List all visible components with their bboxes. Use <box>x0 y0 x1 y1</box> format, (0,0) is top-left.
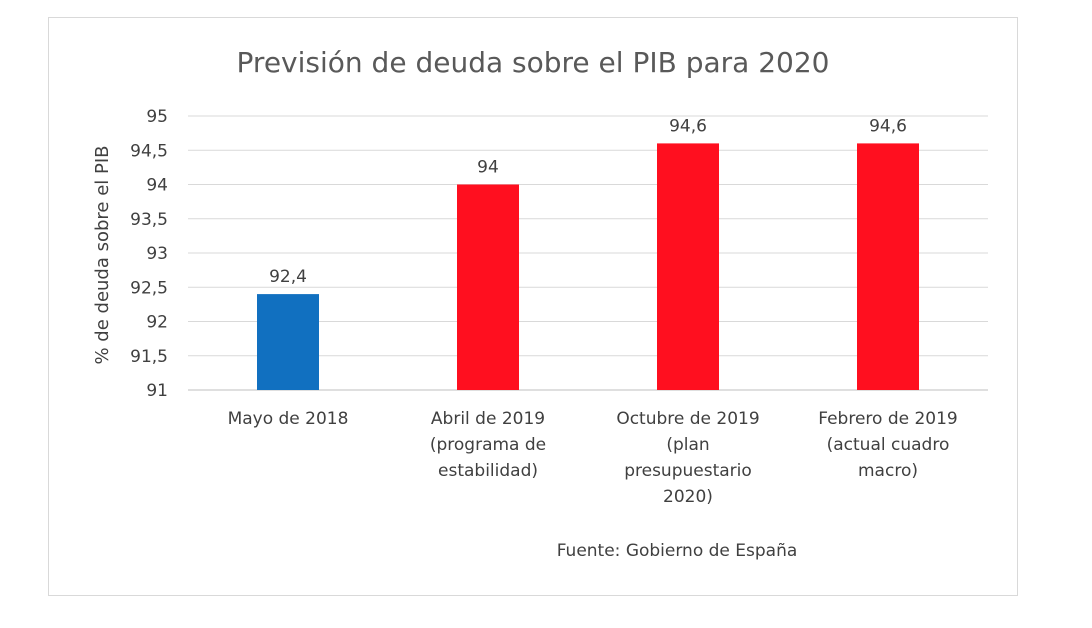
data-label-3: 94,6 <box>669 116 707 136</box>
x-axis-labels: Mayo de 2018 Abril de 2019 (programa de est… <box>228 409 958 507</box>
y-tick-label: 94,5 <box>130 141 168 161</box>
x-tick-label-line: (actual cuadro <box>827 435 950 455</box>
data-label-4: 94,6 <box>869 116 907 136</box>
x-tick-label-1: Mayo de 2018 <box>228 409 349 429</box>
x-tick-label-line: (programa de <box>430 435 546 455</box>
y-tick-label: 94 <box>146 176 168 196</box>
x-tick-label-line: presupuestario <box>624 461 752 481</box>
y-axis-label: % de deuda sobre el PIB <box>92 145 113 364</box>
chart-title: Previsión de deuda sobre el PIB para 202… <box>237 46 830 79</box>
y-tick-label: 92,5 <box>130 278 168 298</box>
x-tick-label-3: Octubre de 2019 (plan presupuestario 2020) <box>616 409 759 507</box>
bar-1 <box>257 294 319 390</box>
x-tick-label-line: Abril de 2019 <box>431 409 545 429</box>
x-tick-label-line: Mayo de 2018 <box>228 409 349 429</box>
bar-3 <box>657 143 719 390</box>
x-tick-label-2: Abril de 2019 (programa de estabilidad) <box>430 409 546 481</box>
data-label-1: 92,4 <box>269 267 307 287</box>
y-tick-label: 93,5 <box>130 210 168 230</box>
x-tick-label-line: Octubre de 2019 <box>616 409 759 429</box>
x-tick-label-line: Febrero de 2019 <box>818 409 958 429</box>
bar-4 <box>857 143 919 390</box>
data-labels: 92,4 94 94,6 94,6 <box>269 116 907 287</box>
x-tick-label-line: (plan <box>666 435 709 455</box>
y-tick-label: 95 <box>146 107 168 127</box>
y-axis-ticks: 91 91,5 92 92,5 93 93,5 94 94,5 95 <box>130 107 168 401</box>
y-tick-label: 92 <box>146 313 168 333</box>
gridlines <box>188 115 988 391</box>
y-tick-label: 91,5 <box>130 347 168 367</box>
x-tick-label-line: macro) <box>858 461 918 481</box>
bar-2 <box>457 184 519 390</box>
chart-frame <box>48 17 1018 596</box>
y-tick-label: 91 <box>146 381 168 401</box>
x-tick-label-line: 2020) <box>663 487 713 507</box>
source-annotation: Fuente: Gobierno de España <box>557 541 798 561</box>
data-label-2: 94 <box>477 158 499 178</box>
y-tick-label: 93 <box>146 244 168 264</box>
x-tick-label-line: estabilidad) <box>438 461 538 481</box>
bars <box>257 143 919 390</box>
x-tick-label-4: Febrero de 2019 (actual cuadro macro) <box>818 409 958 481</box>
